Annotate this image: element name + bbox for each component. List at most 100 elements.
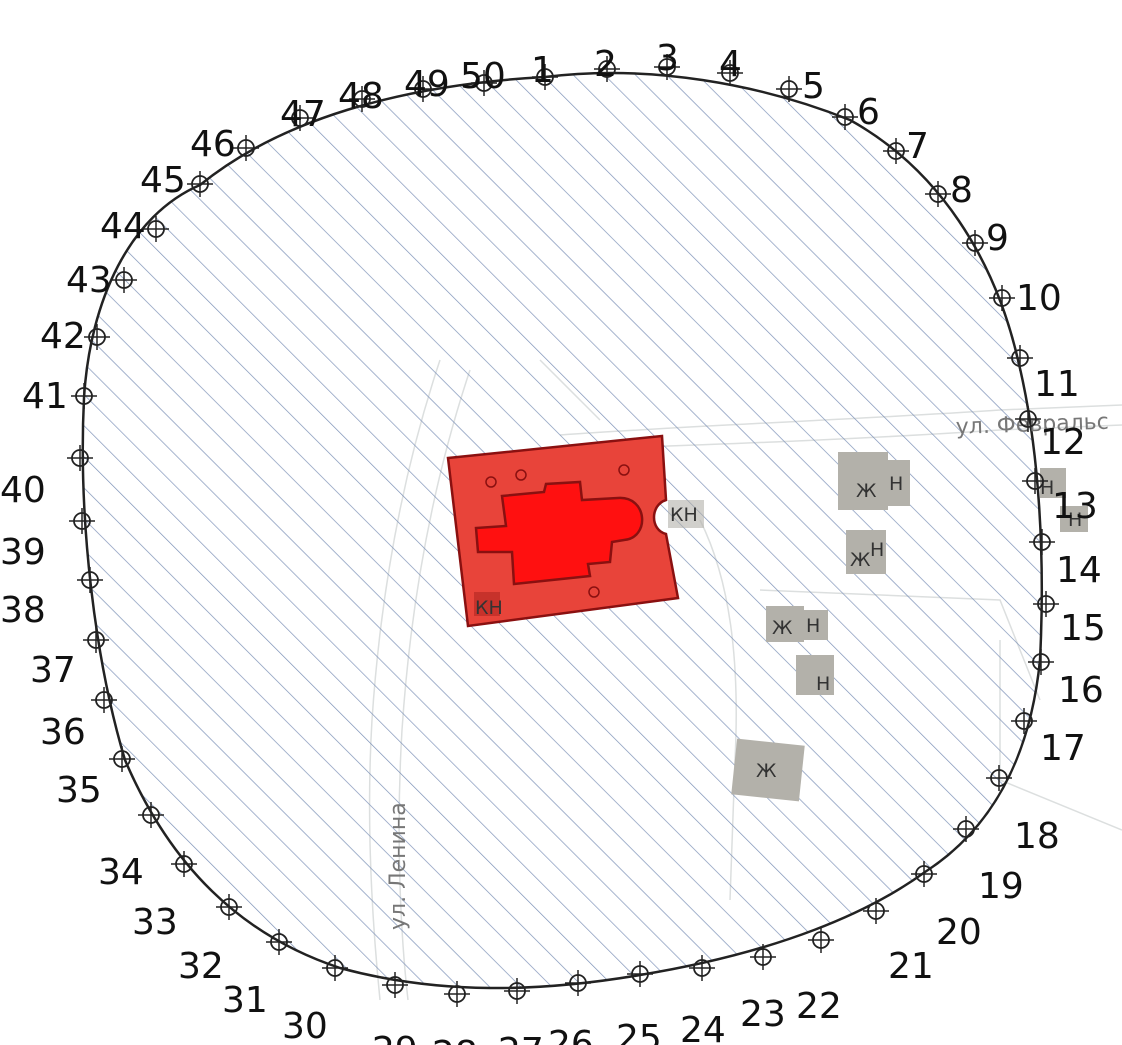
boundary-point-46: 46	[190, 124, 259, 165]
boundary-point-label: 10	[1016, 278, 1062, 319]
boundary-point-label: 43	[66, 260, 112, 301]
boundary-point-17: 17	[1011, 708, 1086, 769]
boundary-point-label: 13	[1052, 486, 1098, 527]
boundary-point-label: 44	[100, 206, 146, 247]
boundary-point-20: 20	[911, 861, 982, 953]
boundary-point-43: 43	[66, 260, 137, 301]
object-marker-3	[618, 464, 630, 476]
boundary-point-12: 12	[1015, 406, 1086, 463]
boundary-point-label: 27	[498, 1031, 544, 1045]
boundary-point-label: 22	[796, 986, 842, 1027]
boundary-point-label: 8	[950, 170, 973, 211]
label-zh-1: Ж	[856, 480, 877, 502]
building-kn-1	[668, 500, 704, 528]
boundary-point-28: 28	[432, 981, 478, 1045]
boundary-point-label: 28	[432, 1034, 478, 1045]
boundary-point-29: 29	[372, 972, 418, 1045]
boundary-point-label: 38	[0, 590, 46, 631]
building-n-5	[1060, 506, 1088, 532]
boundary-point-label: 2	[594, 44, 617, 85]
boundary-point-label: 31	[222, 980, 268, 1021]
building-zh-4	[731, 738, 805, 802]
boundary-point-13: 13	[1022, 468, 1098, 527]
boundary-point-7: 7	[883, 126, 929, 167]
label-n-4: Н	[816, 673, 830, 695]
boundary-point-label: 48	[338, 76, 384, 117]
boundary-point-35: 35	[56, 746, 135, 811]
boundary-point-label: 50	[460, 56, 506, 97]
boundary-point-label: 3	[656, 38, 679, 79]
boundary-point-9: 9	[962, 218, 1009, 259]
boundary-point-label: 19	[978, 866, 1024, 907]
boundary-point-27: 27	[498, 978, 544, 1045]
boundary-point-34: 34	[98, 802, 164, 893]
boundary-point-39: 39	[0, 508, 95, 573]
boundary-point-label: 40	[0, 470, 46, 511]
boundary-point-label: 17	[1040, 728, 1086, 769]
boundary-point-41: 41	[22, 376, 97, 417]
building-zh-1	[838, 452, 888, 510]
boundary-point-8: 8	[925, 170, 973, 211]
boundary-point-11: 11	[1007, 345, 1080, 405]
boundary-point-label: 45	[140, 160, 186, 201]
boundary-point-33: 33	[132, 851, 197, 943]
boundary-point-26: 26	[548, 970, 594, 1045]
boundary-point-label: 49	[404, 64, 450, 105]
object-marker-2	[515, 469, 527, 481]
boundary-point-label: 25	[616, 1018, 662, 1045]
boundary-point-47: 47	[280, 94, 326, 135]
boundary-point-38: 38	[0, 567, 103, 631]
boundary-point-label: 6	[857, 92, 880, 133]
boundary-point-4: 4	[717, 44, 743, 86]
boundary-point-48: 48	[338, 76, 384, 117]
boundary-point-49: 49	[404, 64, 450, 105]
boundary-point-label: 46	[190, 124, 236, 165]
boundary-point-label: 21	[888, 946, 934, 987]
boundary-point-30: 30	[282, 955, 348, 1045]
boundary-point-18: 18	[986, 765, 1060, 857]
boundary-point-label: 4	[719, 44, 742, 85]
boundary-point-label: 15	[1060, 608, 1106, 649]
boundary-point-22: 22	[796, 927, 842, 1027]
boundary-point-25: 25	[616, 961, 662, 1045]
boundary-point-label: 20	[936, 912, 982, 953]
boundary-point-label: 33	[132, 902, 178, 943]
boundary-point-1: 1	[531, 50, 558, 91]
boundary-point-31: 31	[222, 929, 292, 1021]
label-n-3: Н	[806, 615, 820, 637]
boundary-point-label: 47	[280, 94, 326, 135]
boundary-point-36: 36	[40, 687, 117, 753]
boundary-point-32: 32	[178, 894, 242, 987]
label-n-1: Н	[889, 473, 903, 495]
boundary-point-14: 14	[1029, 529, 1102, 591]
boundary-point-44: 44	[100, 206, 169, 247]
boundary-point-label: 30	[282, 1006, 328, 1045]
boundary-point-50: 50	[460, 56, 506, 97]
boundary-point-label: 41	[22, 376, 68, 417]
boundary-point-37: 37	[30, 627, 109, 691]
boundary-point-label: 1	[531, 50, 554, 91]
boundary-point-label: 16	[1058, 670, 1104, 711]
boundary-point-label: 24	[680, 1010, 726, 1045]
boundary-point-23: 23	[740, 944, 786, 1035]
boundary-points: 1 2 3 4567891011121314151617181920212223242…	[0, 38, 1106, 1045]
boundary-point-label: 35	[56, 770, 102, 811]
boundary-point-label: 11	[1034, 364, 1080, 405]
building-n-1	[884, 460, 910, 506]
heritage-object	[446, 434, 680, 628]
boundary-point-label: 7	[906, 126, 929, 167]
street-label-lenina: ул. Ленина	[386, 802, 411, 930]
building-zh-2	[846, 530, 886, 574]
boundary-point-label: 29	[372, 1030, 418, 1045]
boundary-point-label: 39	[0, 532, 46, 573]
boundary-point-label: 23	[740, 994, 786, 1035]
boundary-point-label: 5	[802, 66, 825, 107]
label-kn-object: КН	[475, 597, 503, 619]
building-n-4	[1040, 468, 1066, 498]
boundary-point-label: 18	[1014, 816, 1060, 857]
boundary-point-2: 2	[594, 44, 620, 85]
boundary-point-6: 6	[832, 92, 880, 133]
boundary-point-45: 45	[140, 160, 213, 201]
boundary-point-5: 5	[776, 66, 825, 107]
